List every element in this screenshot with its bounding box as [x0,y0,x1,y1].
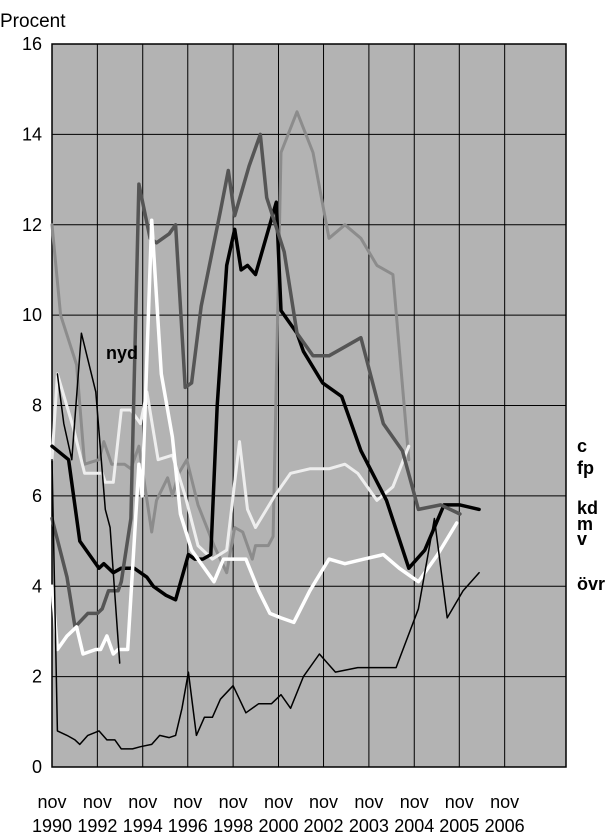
x-tick-label-top-8: nov [400,792,429,812]
x-tick-label-bottom-5: 2000 [258,816,298,836]
x-tick-label-bottom-1: 1992 [77,816,117,836]
series-line-nyd [56,332,121,664]
x-tick-label-bottom-9: 2005 [439,816,479,836]
y-tick-label-8: 16 [22,34,42,54]
x-tick-label-top-6: nov [309,792,338,812]
x-tick-label-bottom-0: 1990 [32,816,72,836]
x-tick-label-bottom-6: 2002 [304,816,344,836]
x-tick-label-bottom-2: 1994 [123,816,163,836]
x-tick-label-top-1: nov [83,792,112,812]
series-label-v: v [577,529,587,549]
x-tick-labels: nov 1990 nov 1992 nov 1994 nov 1996 nov 1998 nov 20… [32,792,525,836]
series-line-fp [50,372,411,561]
y-tick-label-3: 6 [32,486,42,506]
y-tick-label-1: 2 [32,667,42,687]
y-tick-label-7: 14 [22,124,42,144]
x-tick-label-bottom-4: 1998 [213,816,253,836]
x-tick-label-top-7: nov [354,792,383,812]
series-line-kd [50,200,481,602]
series-line-v [50,218,459,656]
x-tick-label-top-9: nov [445,792,474,812]
x-tick-label-bottom-8: 2004 [394,816,434,836]
series-label-nyd: nyd [106,343,138,363]
x-tick-label-top-5: nov [264,792,293,812]
y-tick-label-5: 10 [22,305,42,325]
x-tick-label-top-4: nov [219,792,248,812]
y-tick-labels: 0 2 4 6 8 10 12 14 16 [22,34,42,777]
series-line-m [50,132,462,629]
y-tick-label-0: 0 [32,757,42,777]
y-tick-label-6: 12 [22,215,42,235]
x-tick-label-bottom-3: 1996 [168,816,208,836]
x-tick-label-top-2: nov [128,792,157,812]
series-label-fp: fp [577,458,594,478]
grid-lines [51,43,566,768]
x-tick-label-bottom-7: 2003 [349,816,389,836]
series-label-övr: övr [577,574,605,594]
series-label-c: c [577,436,587,456]
series-label-kd: kd [577,498,598,518]
x-tick-label-top-0: nov [37,792,66,812]
x-tick-label-bottom-10: 2006 [485,816,525,836]
series-lines [50,110,481,750]
series-line-övr [51,458,480,750]
y-axis-label: Procent [0,11,66,32]
series-line-c [50,110,411,575]
x-tick-label-top-10: nov [490,792,519,812]
series-label-m: m [577,514,593,534]
y-tick-label-4: 8 [32,396,42,416]
y-tick-label-2: 4 [32,576,42,596]
x-tick-label-top-3: nov [173,792,202,812]
